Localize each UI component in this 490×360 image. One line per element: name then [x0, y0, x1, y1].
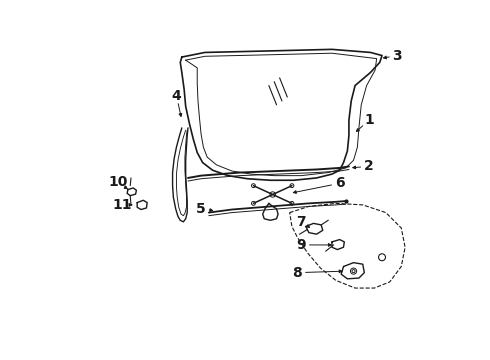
- Text: 8: 8: [293, 266, 302, 280]
- Text: 2: 2: [364, 159, 374, 174]
- Text: 6: 6: [335, 176, 344, 190]
- Text: 10: 10: [108, 175, 127, 189]
- Text: 3: 3: [392, 49, 402, 63]
- Text: 1: 1: [364, 113, 374, 127]
- Text: 4: 4: [172, 89, 181, 103]
- Text: 9: 9: [296, 238, 306, 252]
- Text: 5: 5: [196, 202, 206, 216]
- Text: 7: 7: [296, 215, 306, 229]
- Text: 11: 11: [113, 198, 132, 212]
